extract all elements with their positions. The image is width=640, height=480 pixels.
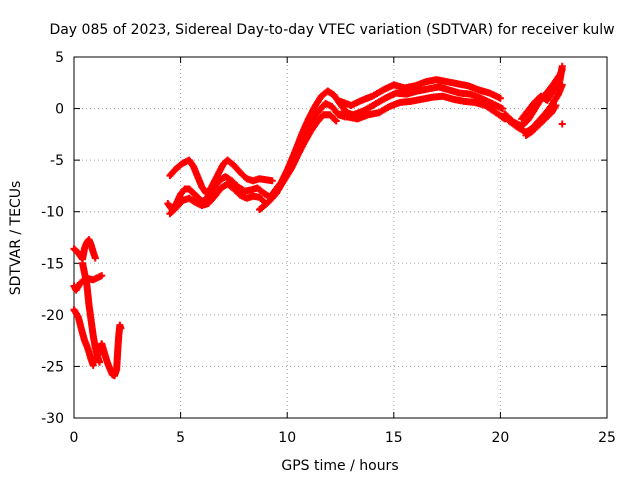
data-points [70, 62, 566, 380]
series-plateau-upper [337, 76, 504, 109]
series-late-c [518, 62, 566, 123]
series-early-trough [91, 321, 125, 380]
x-tick-label: 25 [598, 430, 616, 446]
data-point [117, 324, 125, 332]
data-point [331, 116, 339, 124]
y-axis: 5 0 -5 -10 -15 -20 -25 -30 [41, 50, 607, 427]
series-midday-bottom [166, 180, 270, 218]
series-late-d [522, 101, 560, 139]
x-axis-label: GPS time / hours [281, 458, 398, 474]
series-plateau-mid [339, 83, 507, 119]
x-tick-label: 0 [70, 430, 79, 446]
series-early-upper [70, 236, 99, 263]
chart-title: Day 085 of 2023, Sidereal Day-to-day VTE… [49, 22, 614, 38]
data-point [499, 105, 507, 113]
y-tick-label: -15 [41, 256, 64, 272]
x-tick-label: 10 [278, 430, 296, 446]
data-point [268, 177, 276, 185]
y-tick-label: -20 [41, 308, 64, 324]
data-point [96, 358, 104, 366]
data-point [552, 101, 560, 109]
series-rise-c [275, 111, 340, 193]
data-point [332, 117, 340, 125]
y-tick-label: 0 [55, 102, 64, 118]
series-early-descent-b [70, 306, 97, 369]
series-plateau-lower [343, 92, 509, 123]
x-tick-label: 5 [176, 430, 185, 446]
series-late-outlier [558, 120, 566, 128]
y-tick-label: -10 [41, 205, 64, 221]
y-tick-label: -25 [41, 359, 64, 375]
series-early-lower [70, 272, 106, 294]
y-tick-label: -5 [50, 153, 64, 169]
data-point [91, 254, 99, 262]
data-point [558, 120, 566, 128]
plot-frame [73, 56, 608, 419]
y-axis-label: SDTVAR / TECUs [8, 181, 24, 296]
y-tick-label: -30 [41, 411, 64, 427]
y-tick-label: 5 [55, 50, 64, 66]
data-point [89, 361, 97, 369]
series-late-b [505, 81, 566, 136]
x-tick-label: 15 [385, 430, 403, 446]
x-tick-label: 20 [491, 430, 509, 446]
data-point [496, 94, 504, 102]
data-point [558, 62, 566, 70]
x-axis: 0 5 10 15 20 25 [70, 57, 616, 446]
data-point [98, 272, 106, 280]
